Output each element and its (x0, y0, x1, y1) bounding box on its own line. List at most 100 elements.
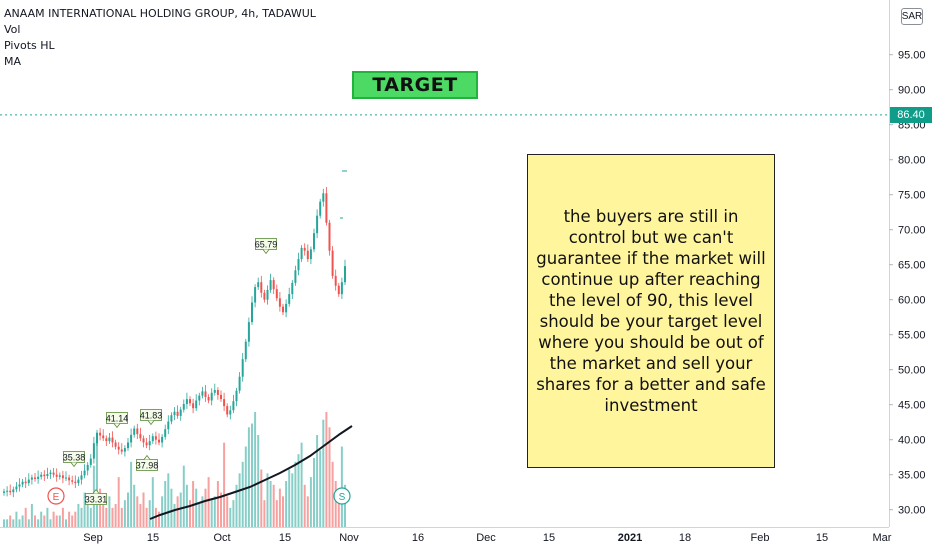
volume-bar (145, 507, 148, 527)
volume-bar (21, 515, 24, 527)
candle-body (260, 282, 263, 293)
volume-bar (167, 473, 170, 527)
note-annotation[interactable]: the buyers are still in control but we c… (527, 154, 775, 468)
volume-bar (309, 477, 312, 527)
candle-body (117, 446, 120, 450)
candle-body (210, 392, 213, 401)
volume-bar (89, 507, 92, 527)
candle-body (334, 275, 337, 286)
candle-body (52, 472, 55, 475)
volume-bar (210, 500, 213, 527)
volume-bar (334, 481, 337, 527)
candle-body (108, 437, 111, 442)
candle-body (207, 397, 210, 401)
volume-bar (55, 515, 58, 527)
volume-bar (300, 442, 303, 527)
volume-bar (229, 507, 232, 527)
candle-body (247, 322, 250, 342)
symbol-title[interactable]: ANAAM INTERNATIONAL HOLDING GROUP, 4h, T… (4, 7, 316, 20)
ma-indicator-label[interactable]: MA (4, 55, 22, 68)
x-tick-label: 15 (543, 532, 555, 544)
candle-body (291, 282, 294, 295)
currency-badge[interactable]: SAR (901, 8, 923, 25)
candle-body (316, 215, 319, 234)
volume-bar (120, 507, 123, 527)
volume-bar (254, 412, 257, 527)
volume-bar (272, 484, 275, 527)
volume-indicator-label[interactable]: Vol (4, 23, 21, 36)
x-tick-label: Oct (213, 532, 230, 544)
candle-body (319, 201, 322, 216)
candle-body (288, 294, 291, 304)
x-tick-label: 16 (412, 532, 424, 544)
volume-bar (216, 481, 219, 527)
candle-body (55, 474, 58, 477)
volume-bar (344, 484, 346, 527)
x-tick-label: 2021 (618, 532, 642, 544)
volume-bar (204, 488, 207, 527)
volume-bar (340, 446, 343, 527)
candle-body (111, 437, 114, 443)
volume-bar (207, 477, 210, 527)
candle-body (3, 491, 5, 493)
candle-body (185, 399, 188, 404)
candle-body (86, 464, 89, 471)
volume-bar (15, 511, 18, 527)
pivot-label[interactable]: 65.79 (255, 238, 278, 255)
candle-body (49, 472, 52, 474)
volume-bar (105, 507, 108, 527)
split-marker[interactable]: S (333, 487, 351, 505)
volume-bar (201, 496, 204, 527)
volume-bar (195, 488, 198, 527)
candle-body (285, 303, 288, 313)
volume-bar (164, 481, 167, 527)
candle-body (120, 449, 123, 452)
target-annotation[interactable]: TARGET (352, 71, 478, 99)
pivots-indicator-label[interactable]: Pivots HL (4, 39, 55, 52)
candle-body (244, 341, 247, 360)
candle-body (269, 280, 272, 290)
candle-body (80, 475, 83, 480)
volume-bar (58, 515, 61, 527)
pivot-label[interactable]: 41.83 (140, 409, 163, 426)
volume-bar (303, 484, 306, 527)
volume-bar (27, 519, 30, 527)
candle-body (127, 442, 129, 449)
volume-bar (52, 511, 55, 527)
volume-bar (65, 519, 67, 527)
candle-body (71, 480, 74, 482)
candle-body (322, 193, 325, 202)
earnings-marker[interactable]: E (47, 487, 65, 505)
candle-body (99, 432, 102, 436)
y-tick-label: 70.00 (898, 225, 926, 237)
candle-body (313, 233, 315, 250)
candle-body (136, 428, 139, 435)
volume-bar (161, 496, 164, 527)
candle-body (77, 479, 80, 484)
candle-body (43, 474, 46, 477)
candle-body (83, 470, 86, 476)
candle-body (46, 474, 49, 477)
volume-bar (291, 473, 294, 527)
volume-bar (40, 511, 43, 527)
pivot-label[interactable]: 37.98 (136, 454, 159, 471)
candle-body (40, 474, 43, 477)
volume-bar (123, 500, 126, 527)
pivot-label[interactable]: 41.14 (106, 412, 129, 429)
pivot-label[interactable]: 33.31 (85, 488, 108, 505)
pivot-label-text: 33.31 (85, 494, 108, 504)
volume-bar (266, 473, 269, 527)
volume-bar (30, 504, 33, 527)
pivot-label[interactable]: 35.38 (63, 451, 86, 468)
y-tick-label: 35.00 (898, 470, 926, 482)
volume-bar (247, 427, 250, 527)
candle-body (123, 448, 126, 452)
candle-body (182, 404, 185, 410)
y-tick-label: 50.00 (898, 365, 926, 377)
volume-bar (313, 458, 315, 527)
volume-bar (223, 442, 226, 527)
y-tick-label: 75.00 (898, 190, 926, 202)
volume-bar (251, 423, 253, 527)
y-tick-label: 55.00 (898, 330, 926, 342)
